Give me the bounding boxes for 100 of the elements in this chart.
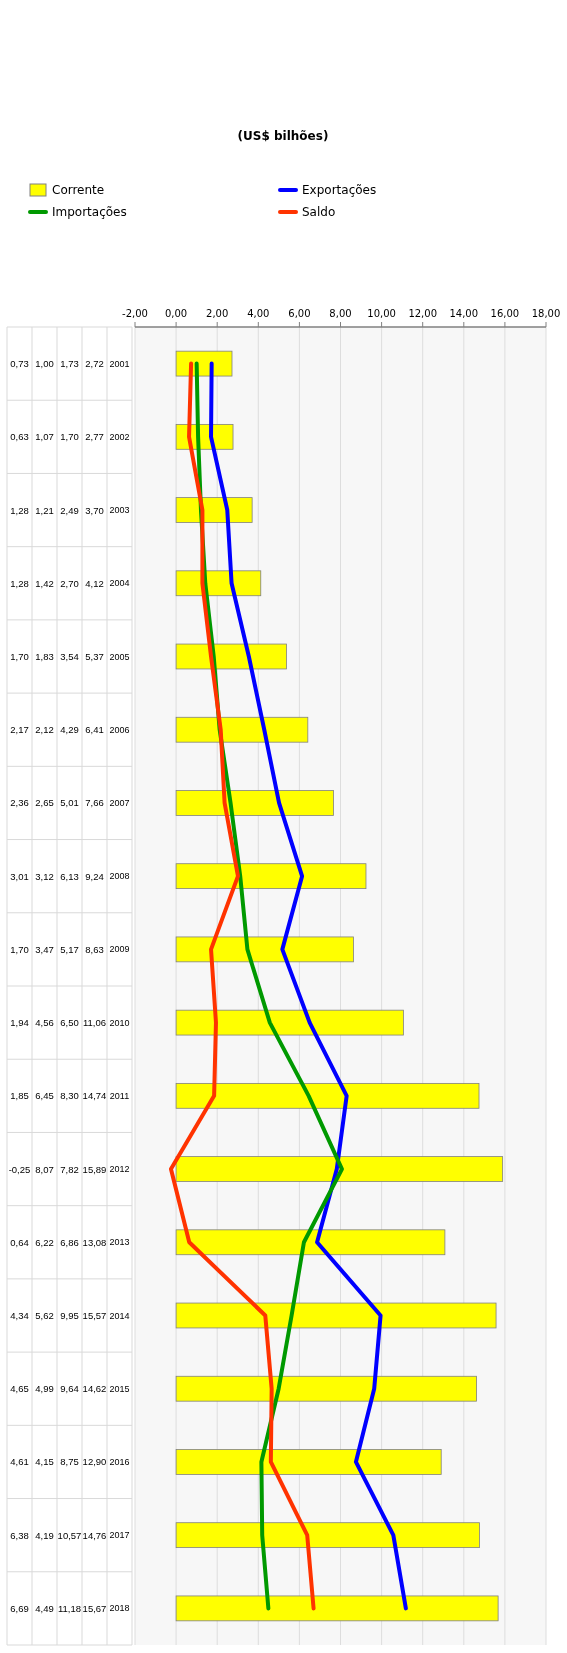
data-label: 10,57	[57, 1529, 82, 1541]
data-label: 4,61	[10, 1456, 29, 1468]
data-label: 14,76	[82, 1529, 107, 1541]
y-tick-label: 2017	[109, 1530, 130, 1541]
data-label: 6,13	[60, 870, 79, 882]
data-label: 7,82	[60, 1163, 79, 1175]
data-label: 5,17	[60, 943, 79, 955]
data-label: 7,66	[85, 797, 104, 809]
data-label: 5,01	[60, 797, 79, 809]
y-tick-label: 2009	[109, 944, 130, 955]
data-label: 6,50	[60, 1017, 79, 1029]
bar	[175, 1595, 499, 1622]
y-tick-label: 2016	[109, 1456, 130, 1467]
data-label: 1,70	[60, 431, 79, 443]
data-label: 1,42	[35, 577, 54, 589]
bar	[175, 1302, 497, 1329]
data-label: 3,47	[35, 943, 54, 955]
bar	[175, 936, 354, 963]
data-label: 14,74	[82, 1090, 107, 1102]
data-label: 0,64	[10, 1236, 29, 1248]
data-label: 15,89	[82, 1163, 107, 1175]
bar	[175, 1009, 404, 1036]
bar	[175, 1229, 446, 1256]
data-label: 11,06	[82, 1017, 107, 1029]
bar	[175, 1522, 480, 1549]
y-tick-label: 2006	[109, 724, 130, 735]
data-label: 5,62	[35, 1310, 54, 1321]
bar	[175, 790, 334, 816]
data-label: 1,07	[35, 431, 54, 443]
data-label: 1,70	[10, 651, 29, 662]
data-label: 1,00	[35, 358, 54, 370]
data-label: 1,94	[10, 1017, 29, 1029]
data-label: 1,28	[10, 504, 29, 516]
data-label: 8,07	[35, 1163, 54, 1175]
data-label: 2,12	[35, 724, 54, 736]
data-label: 15,67	[82, 1602, 107, 1614]
data-label: 1,28	[10, 577, 29, 589]
data-label: 12,90	[82, 1456, 107, 1468]
data-label: 6,86	[60, 1236, 79, 1248]
data-label: 4,29	[60, 724, 79, 736]
legend-label: Importações	[52, 205, 127, 219]
legend-label: Saldo	[302, 205, 336, 219]
data-label: 9,64	[60, 1383, 79, 1395]
data-label: 4,19	[35, 1529, 54, 1541]
data-label: 4,12	[85, 577, 104, 589]
data-label: 4,65	[10, 1383, 29, 1395]
x-tick-label: 12,00	[408, 308, 438, 319]
y-tick-label: 2013	[109, 1237, 130, 1248]
data-label: 2,70	[60, 577, 79, 589]
data-label: 9,95	[60, 1310, 79, 1321]
data-label: 2,49	[60, 504, 79, 516]
data-label: 5,37	[85, 651, 104, 662]
y-tick-label: 2001	[109, 358, 130, 369]
y-tick-label: 2018	[109, 1603, 130, 1614]
data-label: 6,38	[10, 1529, 29, 1541]
y-tick-label: 2002	[109, 431, 130, 442]
data-label: 14,62	[82, 1383, 107, 1395]
y-tick-label: 2011	[109, 1090, 130, 1101]
data-label: 4,56	[35, 1017, 54, 1029]
y-tick-label: 2014	[109, 1310, 130, 1321]
data-label: 1,85	[10, 1090, 29, 1102]
x-tick-label: 8,00	[329, 308, 352, 319]
data-label: 0,63	[10, 431, 29, 443]
bar	[175, 1082, 480, 1109]
y-tick-label: 2007	[109, 797, 130, 808]
data-label: 8,30	[60, 1090, 79, 1102]
x-tick-label: 16,00	[490, 308, 520, 319]
bar	[175, 643, 287, 670]
y-tick-label: 2015	[109, 1383, 130, 1394]
data-label: 3,70	[85, 504, 104, 516]
data-label: 15,57	[82, 1310, 107, 1321]
data-label: 11,18	[57, 1602, 82, 1614]
data-label: 2,72	[85, 358, 104, 370]
data-label: 2,77	[85, 431, 104, 443]
legend-label: Corrente	[52, 183, 105, 197]
bar	[175, 1375, 477, 1402]
data-label: 2,17	[10, 724, 29, 736]
data-label: 2,36	[10, 797, 29, 809]
bar	[175, 1449, 442, 1475]
data-label: 0,73	[10, 358, 29, 370]
x-tick-label: 6,00	[288, 308, 311, 319]
data-label: 1,73	[60, 358, 79, 370]
legend-label: Exportações	[302, 183, 377, 197]
data-label: 6,69	[10, 1602, 29, 1614]
data-label: -0,25	[8, 1163, 31, 1175]
y-tick-label: 2003	[109, 505, 130, 516]
x-tick-label: 2,00	[206, 308, 229, 319]
x-tick-label: -2,00	[122, 308, 148, 319]
data-label: 13,08	[82, 1236, 107, 1248]
data-label: 3,01	[10, 870, 29, 882]
data-label: 6,45	[35, 1090, 54, 1102]
y-tick-label: 2008	[109, 871, 130, 882]
data-label: 8,63	[85, 943, 104, 955]
data-label: 6,22	[35, 1236, 54, 1248]
bar	[175, 1156, 504, 1182]
data-label: 8,75	[60, 1456, 79, 1468]
data-label: 4,34	[10, 1310, 29, 1321]
bar	[175, 863, 367, 890]
bar	[175, 716, 309, 743]
data-label: 2,65	[35, 797, 54, 809]
